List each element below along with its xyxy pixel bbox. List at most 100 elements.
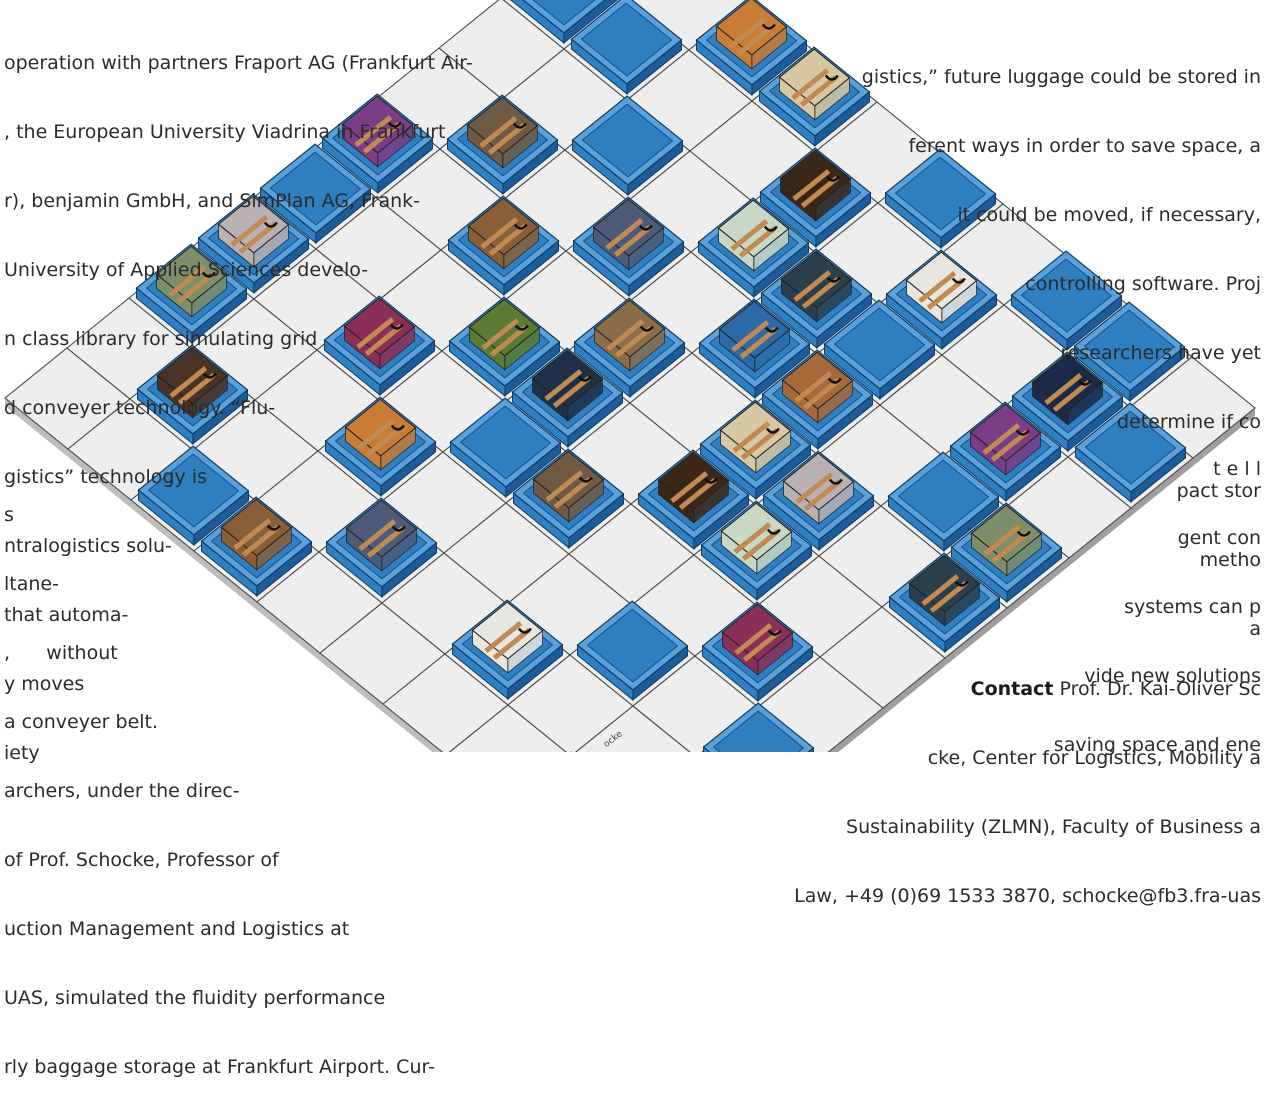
left-line: s — [4, 504, 14, 526]
right-line: saving space and ene — [1053, 734, 1261, 756]
suitcase-strap — [605, 218, 644, 251]
suitcase-strap — [364, 323, 403, 356]
suitcase-strap — [544, 369, 583, 402]
right-line: researchers have yet — [1060, 342, 1261, 364]
right-line: gistics,” future luggage could be stored… — [861, 66, 1261, 88]
suitcase-strap — [356, 317, 395, 350]
suitcase-strap — [728, 17, 767, 50]
suitcase-handle-icon — [513, 223, 528, 230]
suitcase-handle-icon — [577, 375, 592, 382]
storage-tray-well — [269, 151, 362, 226]
storage-tray-well — [580, 2, 673, 77]
suitcase-strap — [552, 375, 591, 408]
suitcase-strap — [614, 325, 653, 358]
suitcase-handle-icon — [761, 23, 776, 30]
storage-tray-well — [459, 405, 552, 480]
suitcase-strap — [480, 217, 519, 250]
storage-tray-well — [1020, 258, 1113, 333]
suitcase-strap — [233, 518, 272, 551]
suitcase-strap — [793, 270, 832, 303]
right-column-text: gistics,” future luggage could be stored… — [862, 20, 1261, 664]
contact-block: Contact Prof. Dr. Kai-Oliver Sc cke, Cen… — [794, 632, 1261, 931]
contact-label: Contact — [970, 678, 1054, 700]
storage-tray-well — [833, 307, 926, 382]
left-line: a conveyer belt. — [4, 711, 159, 733]
left-line: rly baggage storage at Frankfurt Airport… — [4, 1056, 435, 1078]
suitcase-strap — [739, 326, 778, 359]
right-line: metho — [1199, 549, 1261, 571]
suitcase-strap — [800, 175, 839, 208]
suitcase-strap — [365, 424, 404, 457]
suitcase-strap — [358, 519, 397, 552]
left-line: r), benjamin GmbH, and SimPlan AG, Frank… — [4, 190, 421, 212]
storage-tray-well — [1083, 309, 1176, 384]
storage-tray-well — [532, 0, 596, 26]
suitcase-strap — [613, 224, 652, 257]
suitcase-strap — [799, 74, 838, 107]
suitcase-strap — [487, 122, 526, 155]
suitcase-strap — [1052, 379, 1091, 412]
left-line: gistics” technology is — [4, 466, 207, 488]
suitcase-handle-icon — [1016, 530, 1031, 537]
suitcase-strap — [678, 477, 717, 510]
suitcase-handle-icon — [703, 477, 718, 484]
right-line: t e l l — [1213, 458, 1261, 480]
suitcase-strap — [794, 371, 833, 404]
suitcase-strap — [921, 574, 960, 607]
suitcase-strap — [803, 478, 842, 511]
suitcase-strap — [734, 623, 773, 656]
suitcase-handle-icon — [391, 525, 406, 532]
contact-line-2: cke, Center for Logistics, Mobility a — [927, 747, 1261, 769]
suitcase-strap — [670, 471, 709, 504]
suitcase-strap — [484, 621, 523, 654]
suitcase-handle-icon — [827, 377, 842, 384]
left-line: , without — [4, 642, 118, 664]
suitcase-strap — [929, 580, 968, 613]
suitcase-strap — [489, 324, 528, 357]
left-line: University of Applied Sciences develo- — [4, 259, 369, 281]
contact-name: Prof. Dr. Kai-Oliver Sc — [1059, 678, 1261, 700]
floor-tile — [448, 704, 567, 752]
suitcase-handle-icon — [828, 478, 843, 485]
suitcase-strap — [238, 221, 277, 254]
left-line: ntralogistics solu- — [4, 535, 172, 557]
suitcase-strap — [731, 320, 770, 353]
suitcase-strap — [801, 276, 840, 309]
right-line: a — [1249, 618, 1261, 640]
left-line: archers, under the direc- — [4, 780, 240, 802]
right-line: pact stor — [1176, 480, 1261, 502]
suitcase-handle-icon — [263, 221, 278, 228]
suitcase-handle-icon — [763, 225, 778, 232]
left-line: operation with partners Fraport AG (Fran… — [4, 52, 473, 74]
suitcase-handle-icon — [639, 325, 654, 332]
right-line: systems can p — [1124, 596, 1261, 618]
right-line: it could be moved, if necessary, — [957, 204, 1261, 226]
suitcase-handle-icon — [266, 524, 281, 531]
suitcase-strap — [983, 524, 1022, 557]
suitcase-strap — [991, 530, 1030, 563]
suitcase-strap — [479, 116, 518, 149]
storage-tray-well — [712, 710, 805, 752]
contact-line-1: Contact Prof. Dr. Kai-Oliver Sc — [794, 678, 1261, 701]
suitcase-strap — [488, 223, 527, 256]
right-line: gent con — [1177, 527, 1261, 549]
suitcase-handle-icon — [767, 629, 782, 636]
suitcase-handle-icon — [1015, 429, 1030, 436]
suitcase-strap — [354, 115, 393, 148]
suitcase-handle-icon — [764, 326, 779, 333]
left-line: that automa- — [4, 604, 129, 626]
suitcase-strap — [740, 427, 779, 460]
suitcase-handle-icon — [201, 271, 216, 278]
left-line: uction Management and Logistics at — [4, 918, 350, 940]
suitcase-handle-icon — [390, 424, 405, 431]
suitcase-handle-icon — [765, 427, 780, 434]
suitcase-handle-icon — [826, 276, 841, 283]
contact-line-4: Law, +49 (0)69 1533 3870, schocke@fb3.fr… — [794, 885, 1261, 907]
suitcase-handle-icon — [951, 277, 966, 284]
suitcase-strap — [741, 528, 780, 561]
right-line: vide new solutions — [1084, 665, 1261, 687]
suitcase-strap — [357, 418, 396, 451]
storage-tray-well — [894, 156, 987, 231]
suitcase-handle-icon — [512, 122, 527, 129]
suitcase-strap — [990, 429, 1029, 462]
